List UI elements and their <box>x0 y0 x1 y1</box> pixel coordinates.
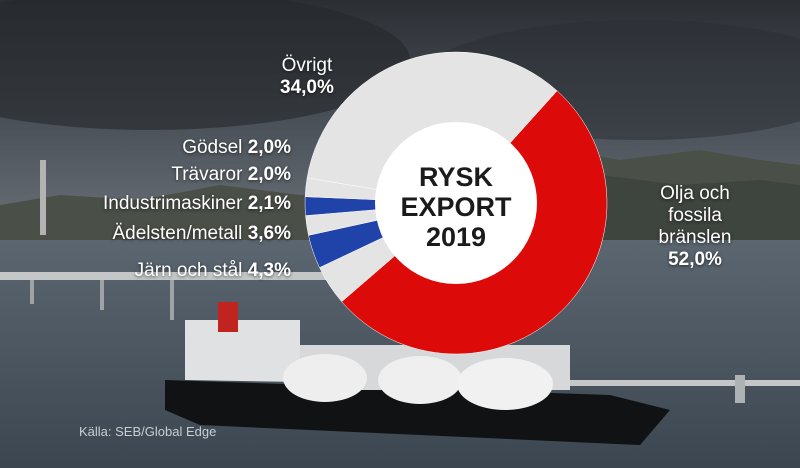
source-text: Källa: SEB/Global Edge <box>79 424 216 439</box>
chart-title-line-2: EXPORT <box>400 192 512 222</box>
label-godsel: Gödsel 2,0% <box>182 137 291 158</box>
label-ovrigt: Övrigt 34,0% <box>280 55 334 98</box>
donut-center <box>375 122 537 284</box>
chart-title-line-1: RYSK <box>419 162 494 192</box>
label-olja: Olja och fossila bränslen 52,0% <box>658 183 732 270</box>
chart-title-line-3: 2019 <box>426 222 486 252</box>
label-travaror: Trävaror 2,0% <box>171 164 291 185</box>
label-industrimaskiner: Industrimaskiner 2,1% <box>103 193 291 214</box>
label-adelsten-metall: Ädelsten/metall 3,6% <box>112 223 292 244</box>
label-jarn-och-stal: Järn och stål 4,3% <box>134 260 291 281</box>
